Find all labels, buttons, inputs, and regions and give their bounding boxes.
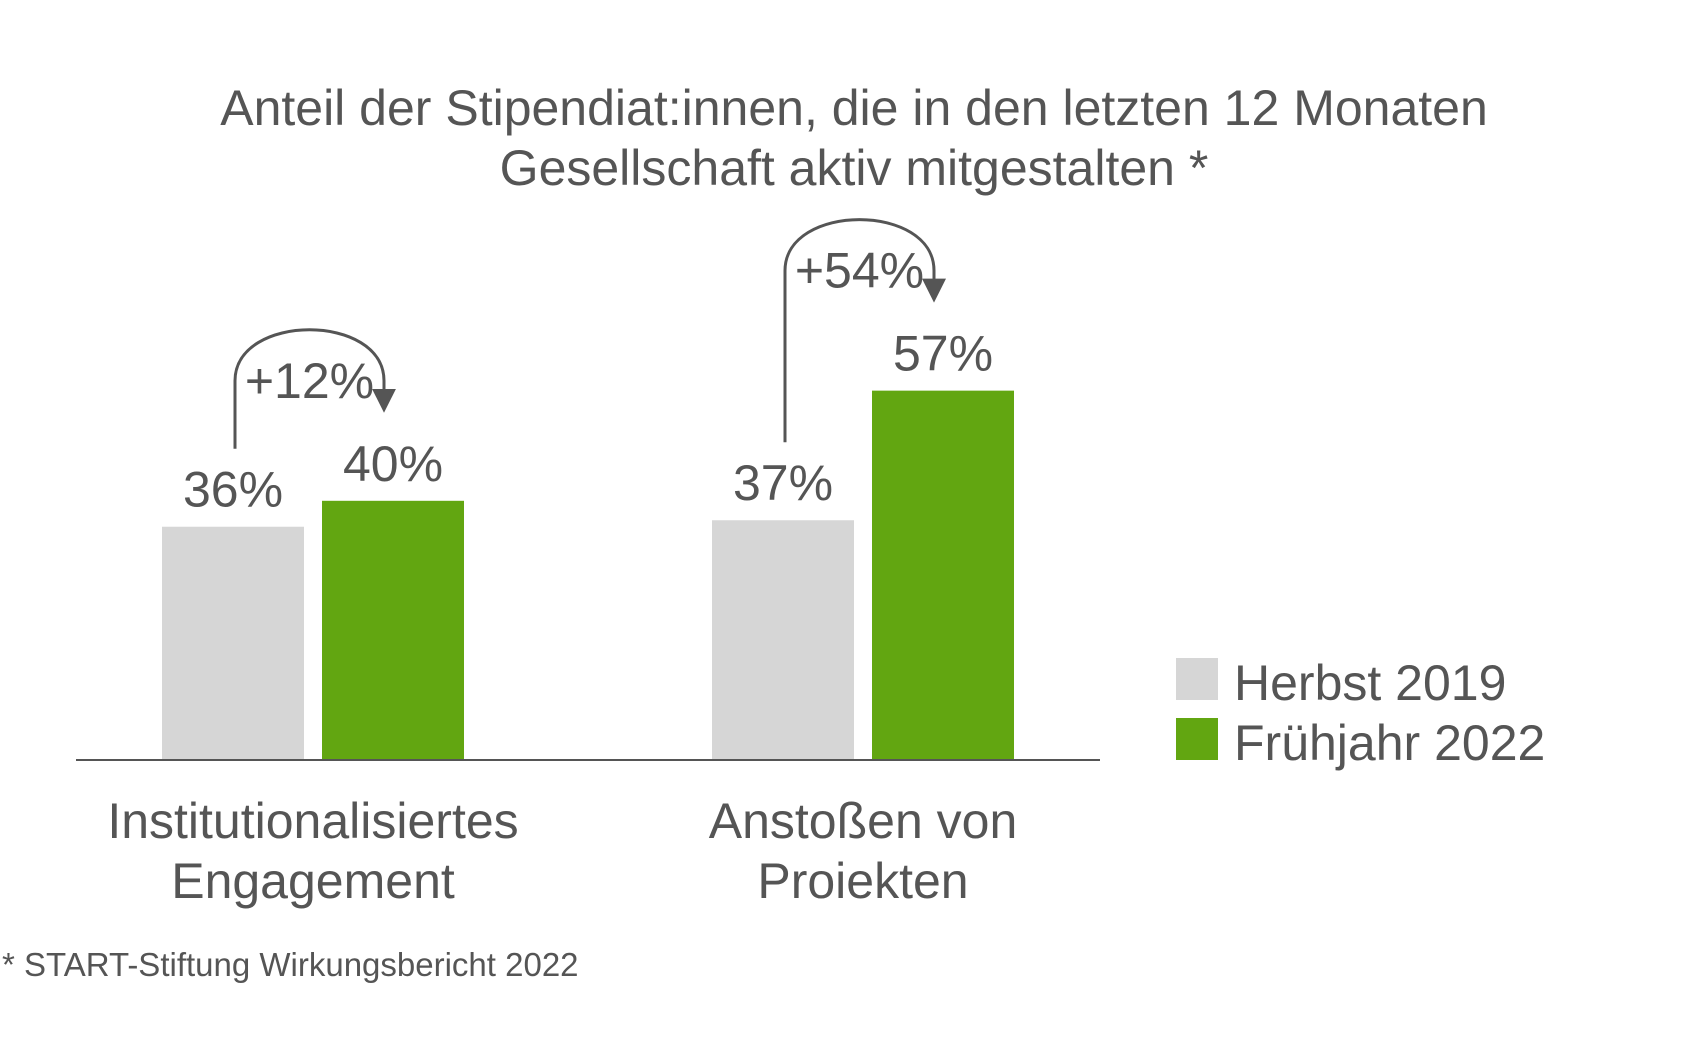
chart-title-line-1: Anteil der Stipendiat:innen, die in den …: [220, 80, 1488, 136]
footnote: * START-Stiftung Wirkungsbericht 2022: [2, 946, 579, 983]
category-label-1-line-1: Institutionalisiertes: [107, 793, 518, 849]
change-arrow-group-1: [233, 328, 396, 449]
legend-label-herbst-2019: Herbst 2019: [1234, 655, 1506, 711]
change-label-group-2: +54%: [795, 243, 924, 299]
change-arrow-group-2: [783, 218, 946, 443]
bar-herbst-2019-group-1: [162, 526, 304, 760]
category-label-1: Institutionalisiertes Engagement: [107, 793, 518, 909]
value-label-herbst-2019-group-1: 36%: [183, 462, 283, 518]
change-label-group-1: +12%: [245, 353, 374, 409]
value-label-fruehjahr-2022-group-2: 57%: [893, 326, 993, 382]
legend-label-fruehjahr-2022: Frühjahr 2022: [1234, 715, 1545, 771]
bar-herbst-2019-group-2: [712, 520, 854, 760]
category-label-2: Anstoßen von Proiekten: [709, 793, 1018, 909]
category-label-2-line-2: Proiekten: [757, 853, 968, 909]
value-label-fruehjahr-2022-group-1: 40%: [343, 436, 443, 492]
legend-swatch-fruehjahr-2022: [1176, 718, 1218, 760]
category-label-2-line-1: Anstoßen von: [709, 793, 1018, 849]
legend: Herbst 2019 Frühjahr 2022: [1176, 655, 1545, 771]
bar-fruehjahr-2022-group-2: [872, 390, 1014, 760]
bar-fruehjahr-2022-group-1: [322, 500, 464, 760]
legend-swatch-herbst-2019: [1176, 658, 1218, 700]
category-label-1-line-2: Engagement: [171, 853, 455, 909]
value-label-herbst-2019-group-2: 37%: [733, 455, 833, 511]
chart-title-line-2: Gesellschaft aktiv mitgestalten *: [500, 140, 1209, 196]
